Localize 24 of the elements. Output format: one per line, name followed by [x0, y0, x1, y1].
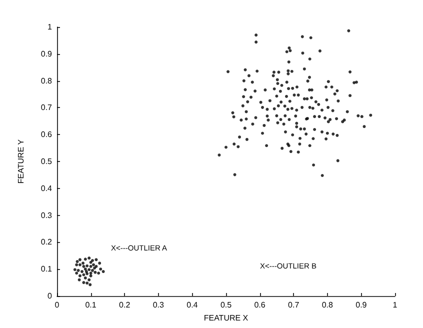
- y-tick-label: 0.7: [40, 103, 53, 112]
- y-tick-label: 0.4: [40, 184, 53, 193]
- y-tick-label: 0.9: [40, 49, 53, 58]
- x-axis-title: FEATURE X: [204, 313, 249, 322]
- x-tick-label: 0.7: [288, 300, 300, 310]
- x-tick-label: 0.4: [186, 300, 198, 310]
- x-tick-label: 0.8: [322, 300, 334, 310]
- x-tick-label: 0.6: [254, 300, 266, 310]
- x-tick-label: 0.1: [85, 300, 97, 310]
- y-tick-label: 0.2: [40, 238, 53, 247]
- y-tick-label: 0.6: [40, 130, 53, 140]
- x-tick-label: 0: [54, 300, 60, 310]
- y-tick-label: 0: [48, 292, 53, 300]
- y-tick-label: 0.3: [40, 210, 53, 220]
- x-tick-label: 0.5: [220, 300, 232, 310]
- y-axis-title: FEATURE Y: [16, 138, 26, 184]
- y-tick-label: 0.8: [40, 76, 53, 86]
- y-tick-label: 0.1: [40, 264, 53, 274]
- y-tick-label: 1: [48, 22, 53, 32]
- x-tick-label: 1: [392, 300, 398, 310]
- x-tick-label: 0.2: [119, 300, 131, 310]
- x-tick-label: 0.9: [356, 300, 368, 310]
- y-tick-label: 0.5: [40, 157, 53, 166]
- x-tick-label: 0.3: [152, 300, 165, 310]
